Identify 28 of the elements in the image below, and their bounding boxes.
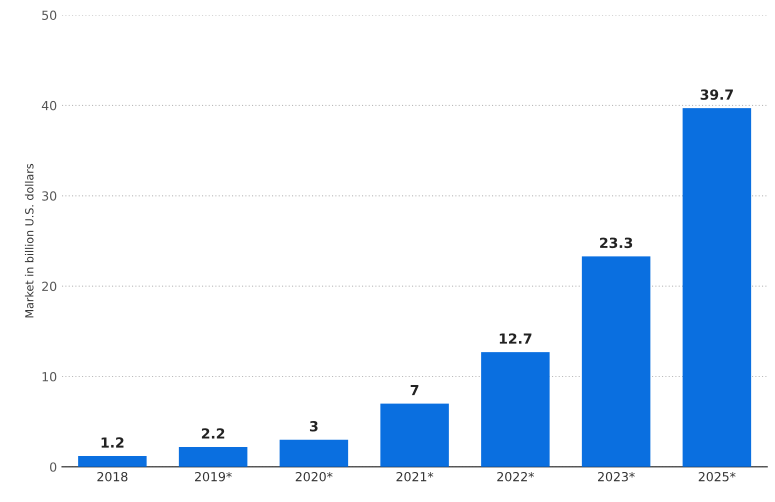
bar: [380, 404, 449, 467]
bar: [78, 456, 147, 467]
bar: [582, 256, 650, 467]
y-tick-label: 0: [50, 462, 56, 472]
data-label: 3: [310, 421, 318, 432]
bar: [481, 352, 550, 467]
y-tick-label: 20: [42, 282, 56, 292]
y-tick-label: 40: [42, 100, 56, 110]
y-axis-title: Market in billion U.S. dollars: [24, 164, 34, 318]
x-tick-label: 2025*: [698, 472, 736, 482]
x-tick-label: 2022*: [497, 472, 534, 482]
y-tick-label: 50: [42, 10, 56, 20]
x-tick-label: 2018: [97, 472, 128, 482]
data-label: 7: [410, 385, 418, 396]
y-tick-label: 30: [42, 191, 56, 201]
data-label: 2.2: [202, 428, 224, 439]
x-tick-label: 2020*: [296, 472, 333, 482]
x-tick-label: 2019*: [195, 472, 232, 482]
data-label: 12.7: [500, 333, 532, 344]
data-label: 23.3: [600, 238, 632, 248]
bar: [682, 108, 752, 467]
x-tick-label: 2023*: [598, 472, 635, 482]
y-tick-label: 10: [42, 372, 56, 382]
data-label: 39.7: [700, 89, 733, 100]
x-tick-label: 2021*: [396, 472, 434, 482]
bar: [178, 446, 248, 467]
bar: [280, 440, 348, 467]
data-label: 1.2: [102, 437, 124, 448]
